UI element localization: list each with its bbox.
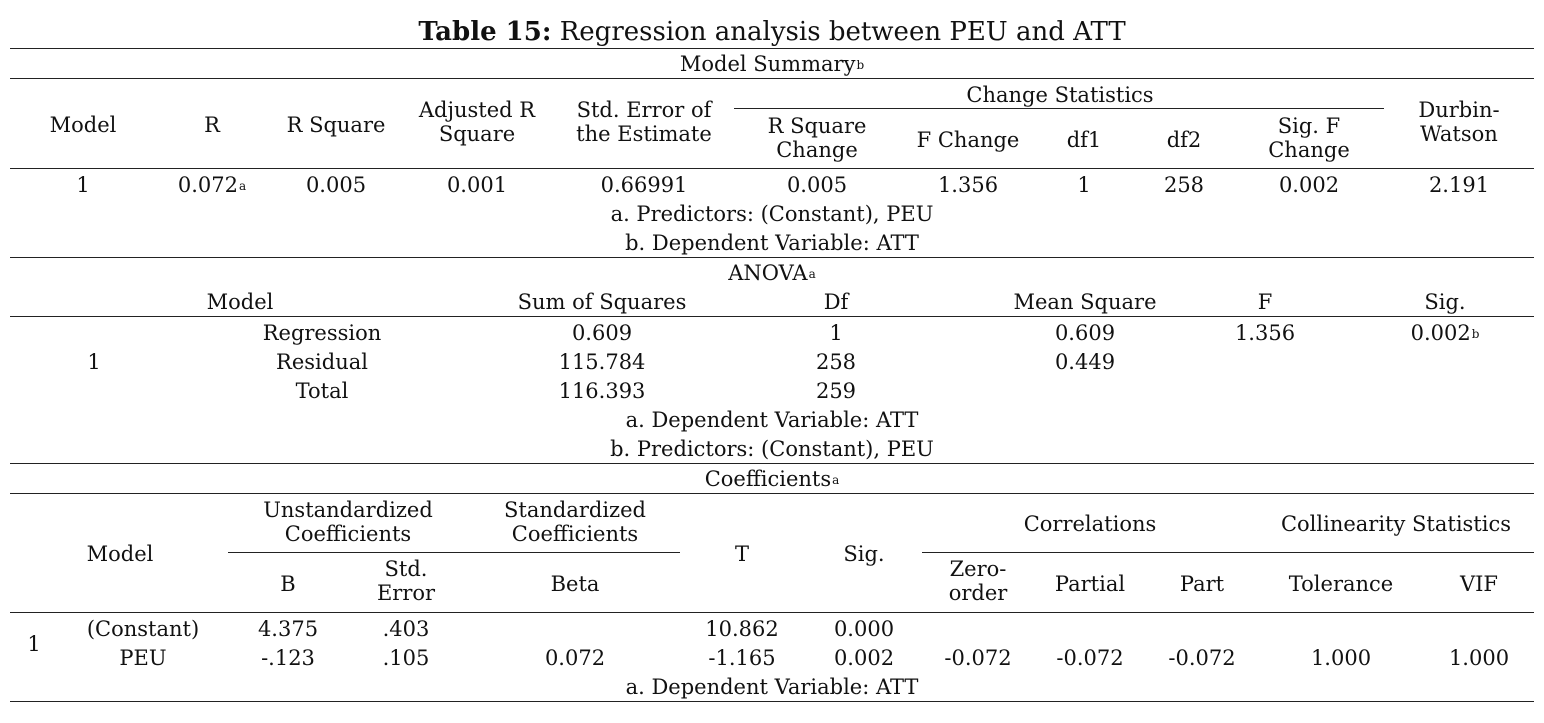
anova-cell-ss: 0.609: [571, 321, 633, 345]
anova-header-df: Df: [823, 290, 849, 314]
anova-header-f: F: [1257, 290, 1273, 314]
coef-cell-part: -0.072: [1168, 646, 1236, 670]
coef-header-partial: Partial: [1054, 572, 1126, 596]
coef-cell-std-error: .403: [382, 617, 430, 641]
table-title: Table 15: Regression analysis between PE…: [0, 16, 1544, 48]
coef-header-std-error: Std. Error: [376, 557, 436, 605]
coef-cell-b: 4.375: [257, 617, 319, 641]
ms-header-durbin-watson: Durbin- Watson: [1418, 98, 1500, 146]
ms-cell-r-square-change: 0.005: [786, 173, 848, 197]
ms-cell-model: 1: [76, 173, 90, 197]
coef-header-tolerance: Tolerance: [1288, 572, 1394, 596]
ms-cell-sig-f-change: 0.002: [1278, 173, 1340, 197]
coef-header-t: T: [734, 542, 749, 566]
rule-coef-subheader-right: [922, 552, 1534, 553]
anova-row-name: Regression: [262, 321, 382, 345]
ms-header-df2: df2: [1166, 128, 1202, 152]
coef-header-vif: VIF: [1459, 572, 1499, 596]
coef-header-correlations: Correlations: [1023, 512, 1157, 536]
coef-cell-zero-order: -0.072: [944, 646, 1012, 670]
anova-cell-df: 259: [815, 379, 857, 403]
ms-cell-std-error: 0.66991: [600, 173, 688, 197]
anova-row-name: Total: [295, 379, 349, 403]
rule-top: [10, 48, 1534, 49]
anova-cell-ss: 115.784: [558, 350, 646, 374]
anova-cell-sig: 0.002b: [1410, 321, 1480, 345]
ms-cell-r-square: 0.005: [305, 173, 367, 197]
ms-header-r-square-change: R Square Change: [767, 114, 867, 162]
ms-cell-f-change: 1.356: [937, 173, 999, 197]
coef-cell-vif: 1.000: [1448, 646, 1510, 670]
ms-header-r-square: R Square: [286, 113, 386, 137]
coef-cell-std-error: .105: [382, 646, 430, 670]
ms-cell-df2: 258: [1163, 173, 1205, 197]
ms-note: a. Predictors: (Constant), PEU: [610, 202, 934, 226]
ms-header-r: R: [204, 113, 220, 137]
coefficients-caption: Coefficientsa: [704, 467, 840, 491]
coef-header-beta: Beta: [550, 572, 600, 596]
ms-header-sig-f-change: Sig. F Change: [1268, 114, 1350, 162]
coef-cell-b: -.123: [261, 646, 315, 670]
ms-header-adjusted-r-square: Adjusted R Square: [418, 98, 536, 146]
rule-anova-top: [10, 257, 1534, 258]
ms-note: b. Dependent Variable: ATT: [625, 231, 919, 255]
anova-cell-df: 1: [829, 321, 843, 345]
change-statistics-header: Change Statistics: [966, 83, 1154, 107]
coef-row-name: (Constant): [86, 617, 200, 641]
coef-cell-partial: -0.072: [1056, 646, 1124, 670]
coef-row-name: PEU: [119, 646, 167, 670]
anova-header-sum-of-squares: Sum of Squares: [517, 290, 687, 314]
coef-cell-sig: 0.002: [833, 646, 895, 670]
anova-cell-df: 258: [815, 350, 857, 374]
coef-model-number: 1: [27, 632, 41, 656]
rule-model-summary-body: [10, 168, 1534, 169]
ms-header-df1: df1: [1066, 128, 1102, 152]
anova-header-mean-square: Mean Square: [1013, 290, 1157, 314]
ms-cell-adjusted-r-square: 0.001: [446, 173, 508, 197]
rule-model-summary-header: [10, 78, 1534, 79]
anova-cell-f: 1.356: [1234, 321, 1296, 345]
table-title-text: Regression analysis between PEU and ATT: [551, 17, 1126, 47]
rule-bottom: [10, 701, 1534, 702]
anova-cell-ms: 0.449: [1054, 350, 1116, 374]
ms-cell-r: 0.072a: [177, 173, 247, 197]
coef-header-sig: Sig.: [843, 542, 885, 566]
table-title-label: Table 15:: [418, 17, 552, 47]
rule-change-statistics: [734, 108, 1384, 109]
coef-header-model: Model: [86, 542, 154, 566]
coef-header-standardized: Standardized Coefficients: [504, 498, 646, 546]
rule-coefficients-top: [10, 463, 1534, 464]
rule-anova-body: [10, 316, 1534, 317]
coef-header-b: B: [280, 572, 296, 596]
ms-header-model: Model: [49, 113, 117, 137]
coef-note: a. Dependent Variable: ATT: [625, 675, 919, 699]
anova-cell-ms: 0.609: [1054, 321, 1116, 345]
anova-caption: ANOVAa: [728, 261, 816, 285]
rule-coefficients-header: [10, 493, 1534, 494]
anova-header-model: Model: [206, 290, 274, 314]
rule-coefficients-body: [10, 612, 1534, 613]
anova-model-number: 1: [87, 350, 101, 374]
coef-cell-t: -1.165: [708, 646, 776, 670]
anova-header-sig: Sig.: [1424, 290, 1466, 314]
coef-header-zero-order: Zero-order: [948, 557, 1008, 605]
ms-header-std-error: Std. Error of the Estimate: [576, 98, 712, 146]
ms-cell-df1: 1: [1077, 173, 1091, 197]
coef-header-part: Part: [1179, 572, 1225, 596]
coef-header-collinearity: Collinearity Statistics: [1280, 512, 1512, 536]
anova-cell-ss: 116.393: [558, 379, 646, 403]
anova-row-name: Residual: [276, 350, 368, 374]
coef-header-unstandardized: Unstandardized Coefficients: [263, 498, 433, 546]
ms-cell-durbin-watson: 2.191: [1428, 173, 1490, 197]
coef-cell-t: 10.862: [705, 617, 779, 641]
coef-cell-sig: 0.000: [833, 617, 895, 641]
ms-header-f-change: F Change: [916, 128, 1020, 152]
coef-cell-beta: 0.072: [544, 646, 606, 670]
anova-note: b. Predictors: (Constant), PEU: [610, 437, 934, 461]
coef-cell-tolerance: 1.000: [1310, 646, 1372, 670]
model-summary-caption: Model Summaryb: [679, 52, 865, 76]
anova-note: a. Dependent Variable: ATT: [625, 408, 919, 432]
rule-coef-subheader-left: [228, 552, 680, 553]
